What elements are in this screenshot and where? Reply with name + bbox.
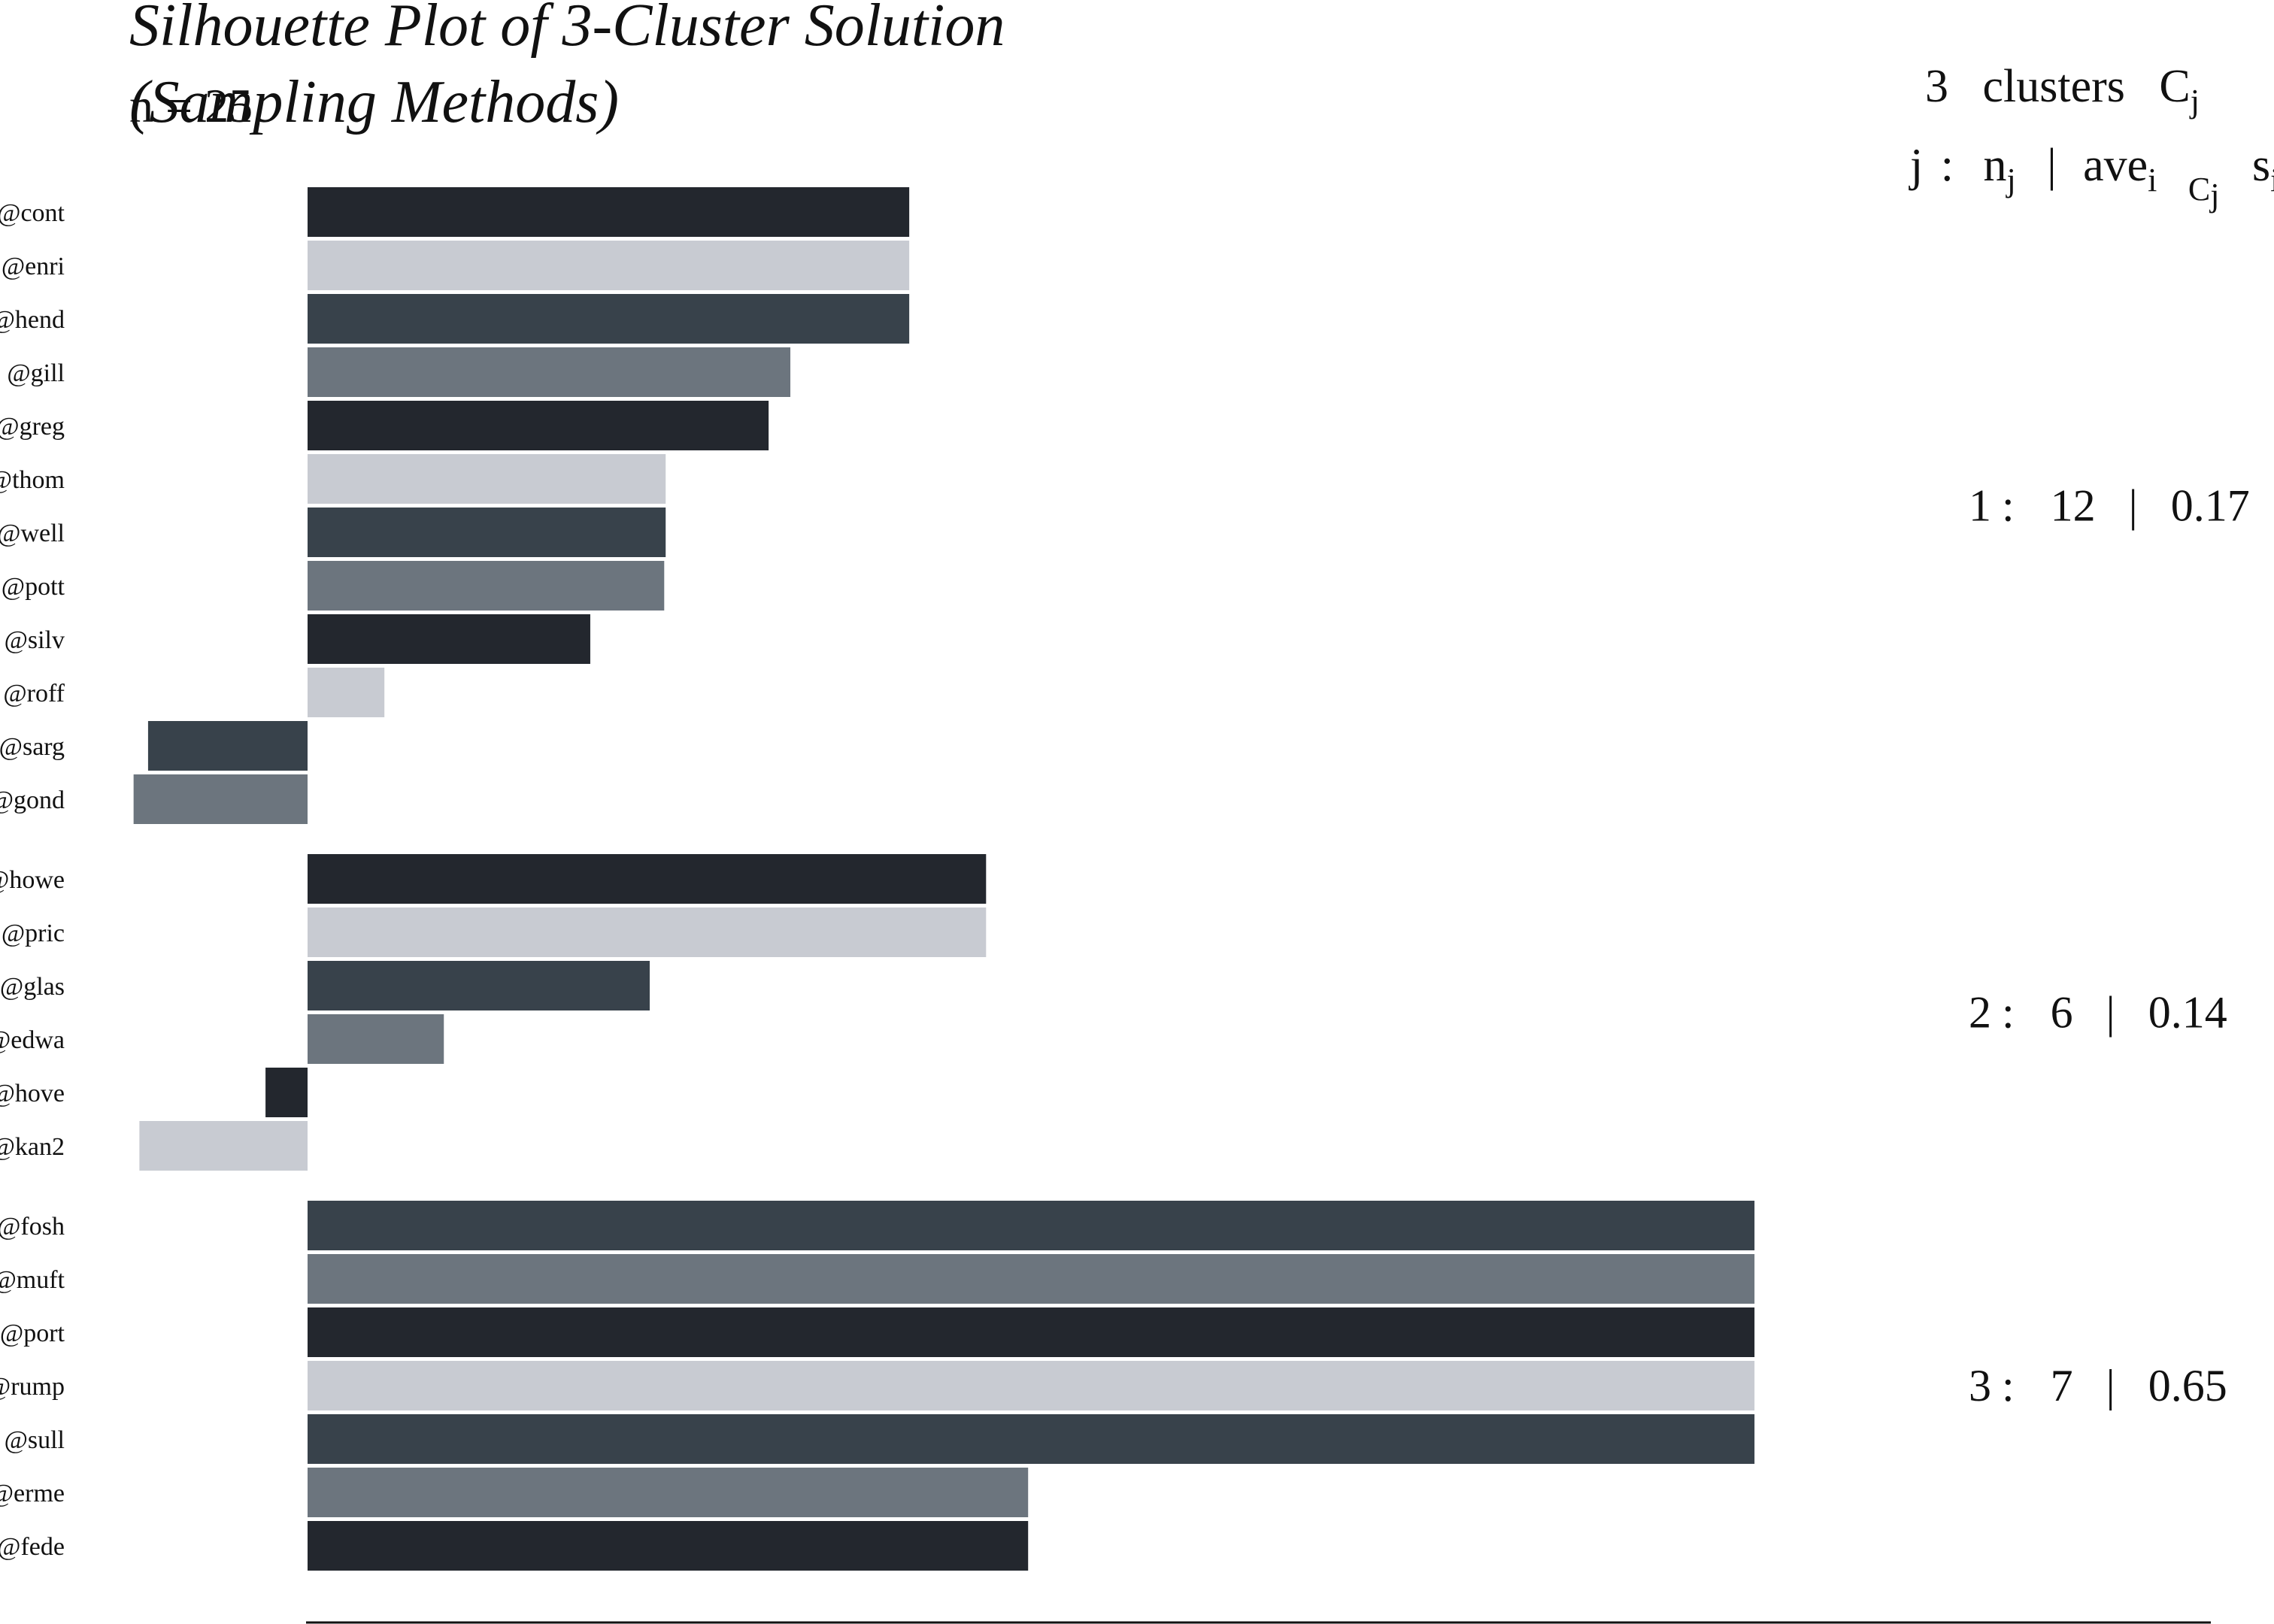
legend-cluster-symbol: C <box>2159 61 2190 112</box>
legend-colon: : <box>1941 140 1954 191</box>
row-label-edwa: @edwa <box>0 1026 65 1054</box>
silhouette-bar-pott <box>308 561 665 611</box>
cluster-ave-3: 0.65 <box>2148 1361 2227 1410</box>
silhouette-bar-sarg <box>147 721 308 771</box>
row-label-hend: @hend <box>0 306 65 334</box>
silhouette-bar-hove <box>265 1068 308 1117</box>
cluster-bar-sep-2: | <box>2106 988 2115 1038</box>
row-label-muft: @muft <box>0 1266 65 1294</box>
row-label-howe: @howe <box>0 866 65 894</box>
legend-clusters-word: clusters <box>1983 61 2125 112</box>
legend-in-c-sub: j <box>2209 177 2219 214</box>
cluster-colon-1: : <box>2002 481 2015 531</box>
legend-s: s <box>2252 140 2270 191</box>
legend-ave-sub: i <box>2148 162 2157 198</box>
cluster-colon-3: : <box>2002 1361 2015 1410</box>
row-label-silv: @silv <box>5 626 65 654</box>
silhouette-bar-fosh <box>308 1201 1755 1250</box>
silhouette-bar-greg <box>308 401 769 450</box>
legend-in-c: C <box>2188 171 2210 208</box>
row-label-rump: @rump <box>0 1373 65 1401</box>
cluster-id-2: 2 <box>1969 988 1991 1038</box>
row-label-glas: @glas <box>0 973 65 1001</box>
cluster-n-3: 7 <box>2051 1361 2073 1410</box>
silhouette-bar-roff <box>308 668 385 717</box>
legend-j: j <box>1909 140 1923 191</box>
cluster-id-3: 3 <box>1969 1361 1991 1410</box>
silhouette-bar-fede <box>308 1521 1029 1571</box>
row-label-enri: @enri <box>2 253 65 280</box>
silhouette-bar-gill <box>308 347 791 397</box>
row-label-greg: @greg <box>0 413 65 441</box>
cluster-bar-sep-1: | <box>2129 481 2138 531</box>
row-label-pric: @pric <box>2 920 65 947</box>
cluster-id-1: 1 <box>1969 481 1991 531</box>
silhouette-bar-howe <box>308 854 987 904</box>
row-label-well: @well <box>0 520 65 547</box>
chart-title-line2: (Sampling Methods) <box>129 69 619 135</box>
row-labels-layer: @cont @enri @hend @gill @greg @thom @well @pott… <box>0 199 65 1561</box>
row-label-thom: @thom <box>0 466 65 494</box>
row-label-gill: @gill <box>7 359 65 387</box>
legend-header: 3 clusters Cj j : nj | avei Cj si <box>1909 61 2274 217</box>
silhouette-bar-thom <box>308 454 666 504</box>
legend-s-sub: i <box>2270 162 2274 198</box>
row-label-fosh: @fosh <box>0 1213 65 1241</box>
cluster-ave-1: 0.17 <box>2171 481 2250 531</box>
silhouette-bar-edwa <box>308 1014 444 1064</box>
cluster-bar-sep-3: | <box>2106 1361 2115 1410</box>
silhouette-bar-gond <box>133 774 308 824</box>
cluster-colon-2: : <box>2002 988 2015 1038</box>
legend-cluster-symbol-sub: j <box>2189 83 2200 120</box>
silhouette-bar-silv <box>308 614 590 664</box>
row-label-erme: @erme <box>0 1480 65 1507</box>
legend-columns: j : nj | avei Cj si <box>1909 140 2274 217</box>
silhouette-bar-well <box>308 508 666 557</box>
bars-layer <box>133 187 1755 1571</box>
chart-subtitle: n = 25 <box>129 79 253 132</box>
legend-count: 3 <box>1925 61 1948 112</box>
cluster-summaries-layer: 1:12 | 0.172:6 | 0.143:7 | 0.65 <box>1969 481 2250 1411</box>
legend-cluster-count: 3 clusters Cj <box>1925 61 2200 120</box>
silhouette-bar-muft <box>308 1254 1755 1304</box>
row-label-roff: @roff <box>3 680 65 707</box>
silhouette-bar-erme <box>308 1468 1029 1517</box>
legend-n: n <box>1983 140 2006 191</box>
cluster-n-2: 6 <box>2051 988 2073 1038</box>
silhouette-bar-sull <box>308 1414 1755 1464</box>
legend-bar: | <box>2047 140 2056 191</box>
row-label-port: @port <box>0 1320 65 1347</box>
legend-ave: ave <box>2083 140 2148 191</box>
silhouette-bar-rump <box>308 1361 1755 1410</box>
silhouette-bar-pric <box>308 907 987 957</box>
row-label-sull: @sull <box>5 1426 65 1454</box>
chart-title: Silhouette Plot of 3-Cluster Solution <box>129 0 1005 59</box>
row-label-kan2: @kan2 <box>0 1133 65 1161</box>
row-label-cont: @cont <box>0 199 65 227</box>
row-label-gond: @gond <box>0 786 65 814</box>
cluster-summary-3: 3:7 | 0.65 <box>1969 1361 2227 1410</box>
cluster-summary-1: 1:12 | 0.17 <box>1969 481 2250 531</box>
row-label-hove: @hove <box>0 1080 65 1107</box>
row-label-sarg: @sarg <box>0 733 65 761</box>
row-label-pott: @pott <box>2 573 65 601</box>
silhouette-bar-kan2 <box>139 1121 308 1171</box>
silhouette-bar-glas <box>308 961 650 1010</box>
silhouette-bar-hend <box>308 294 910 344</box>
cluster-summary-2: 2:6 | 0.14 <box>1969 988 2227 1038</box>
row-label-fede: @fede <box>0 1533 65 1561</box>
silhouette-bar-enri <box>308 241 910 290</box>
silhouette-bar-port <box>308 1307 1755 1357</box>
cluster-n-1: 12 <box>2051 481 2096 531</box>
legend-n-sub: j <box>2005 162 2015 198</box>
silhouette-bar-cont <box>308 187 910 237</box>
cluster-ave-2: 0.14 <box>2148 988 2227 1038</box>
